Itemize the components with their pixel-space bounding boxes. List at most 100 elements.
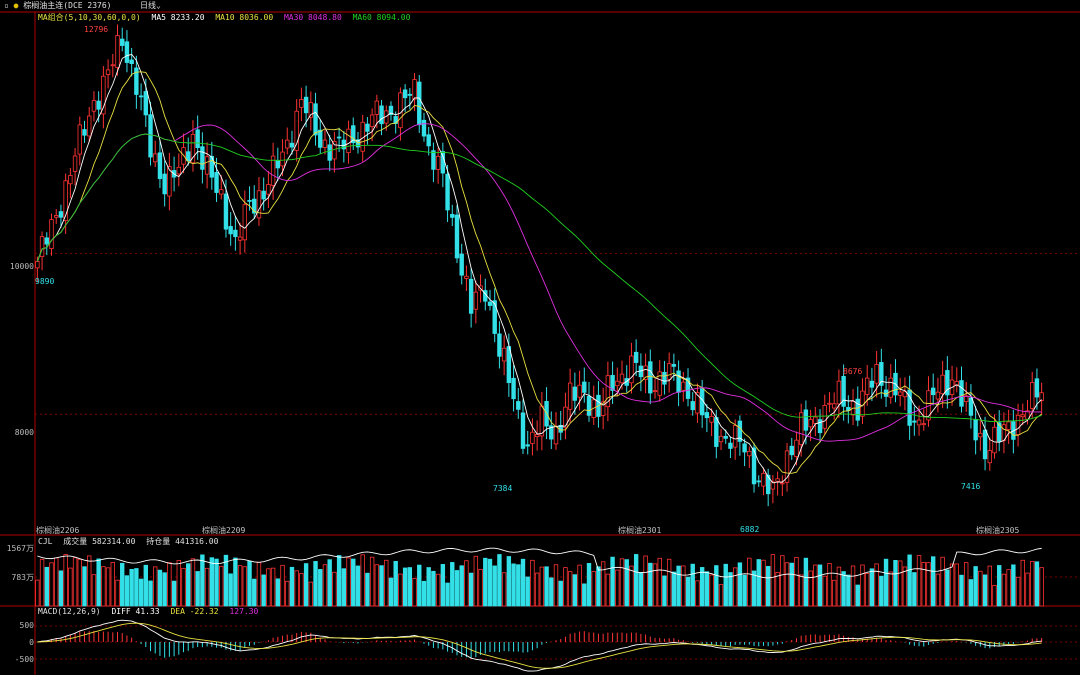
- volume-bar: [223, 554, 229, 607]
- volume-bar: [530, 559, 535, 607]
- volume-bar: [940, 556, 945, 607]
- volume-bar: [360, 554, 365, 607]
- candle-body: [134, 67, 139, 95]
- candle-body: [695, 392, 700, 414]
- window-title[interactable]: ▫ ● 棕榈油主连(DCE 2376): [4, 1, 111, 11]
- candle-body: [110, 64, 115, 67]
- candle-body: [115, 35, 120, 69]
- volume-bar: [129, 569, 134, 607]
- candle-body: [176, 166, 182, 175]
- volume-bar: [695, 580, 700, 607]
- volume-bar: [596, 566, 601, 607]
- candle-body: [209, 156, 215, 178]
- volume-bar: [742, 574, 747, 607]
- ma10-line: [36, 71, 1042, 474]
- volume-bar: [926, 562, 931, 607]
- volume-bar: [200, 554, 205, 607]
- volume-bar: [638, 572, 644, 607]
- candle-body: [633, 351, 639, 363]
- candle-body: [440, 151, 446, 174]
- volume-bar: [214, 558, 219, 607]
- diff-line: [37, 619, 1042, 672]
- volume-bar: [855, 584, 860, 607]
- contract-label-2209: 棕榈油2209: [202, 526, 246, 535]
- volume-bar: [68, 567, 73, 607]
- volume-bar: [883, 558, 889, 607]
- volume-bar: [671, 571, 677, 607]
- volume-bar: [143, 564, 149, 607]
- volume-tick-high: 1567万: [6, 544, 34, 553]
- candle-body: [987, 450, 992, 464]
- candle-body: [336, 136, 342, 139]
- candle-body: [945, 370, 950, 396]
- volume-bar: [798, 574, 804, 607]
- volume-bar: [110, 561, 115, 607]
- candle-body: [313, 103, 318, 136]
- volume-bar: [153, 566, 158, 607]
- volume-bar: [728, 572, 733, 607]
- volume-bar: [124, 575, 130, 607]
- candle-body: [270, 155, 276, 186]
- candle-body: [582, 381, 587, 393]
- candle-body: [105, 69, 111, 75]
- volume-bar: [902, 566, 908, 607]
- candle-body: [374, 100, 380, 115]
- candle-body: [775, 478, 780, 482]
- candle-body: [836, 380, 842, 405]
- candle-body: [501, 347, 507, 362]
- volume-bar: [699, 567, 705, 607]
- volume-bar: [483, 557, 488, 607]
- candle-body: [902, 391, 908, 398]
- candle-body: [228, 226, 233, 235]
- period-selector[interactable]: 日线⌄: [140, 1, 161, 11]
- candle-body: [445, 173, 450, 211]
- open-interest-line: [37, 547, 1042, 579]
- candle-body: [200, 146, 205, 170]
- candle-body: [813, 416, 818, 424]
- volume-bar: [285, 580, 290, 607]
- candle-body: [351, 125, 356, 144]
- candle-body: [492, 300, 497, 334]
- candle-body: [723, 435, 728, 439]
- volume-bar: [506, 556, 512, 607]
- candle-body: [124, 41, 130, 63]
- candle-body: [827, 402, 832, 405]
- volume-bar: [308, 581, 314, 607]
- candle-body: [54, 215, 59, 218]
- volume-bar: [850, 565, 856, 607]
- volume-bar: [563, 567, 568, 607]
- volume-bar: [332, 571, 337, 607]
- volume-bar: [930, 556, 936, 607]
- volume-bar: [973, 566, 978, 607]
- volume-bar: [765, 566, 771, 607]
- candle-body: [219, 189, 224, 195]
- volume-bar: [860, 564, 865, 607]
- candle-body: [431, 150, 436, 170]
- candle-body: [153, 153, 158, 163]
- volume-bar: [789, 562, 794, 607]
- contract-label-2305: 棕榈油2305: [976, 526, 1020, 535]
- candle-body: [63, 180, 68, 221]
- candle-body: [1020, 414, 1025, 418]
- volume-bar: [303, 563, 309, 607]
- candle-body: [959, 380, 964, 407]
- volume-bar: [516, 564, 521, 607]
- volume-bar: [299, 573, 304, 607]
- volume-bar: [445, 582, 450, 607]
- volume-bar: [1039, 567, 1044, 607]
- volume-bar: [369, 556, 375, 607]
- volume-bar: [134, 568, 139, 607]
- volume-bar: [582, 583, 587, 607]
- volume-bar: [261, 574, 266, 607]
- candle-body: [615, 380, 620, 387]
- volume-bar: [162, 572, 167, 607]
- volume-bar: [87, 555, 92, 607]
- candle-body: [794, 439, 799, 457]
- square-icon: ▫: [4, 1, 9, 10]
- volume-bar: [709, 574, 714, 607]
- volume-bar: [572, 574, 578, 607]
- volume-legend-value: 成交量 582314.00: [63, 537, 136, 546]
- candle-body: [402, 89, 408, 99]
- volume-bar: [690, 563, 695, 607]
